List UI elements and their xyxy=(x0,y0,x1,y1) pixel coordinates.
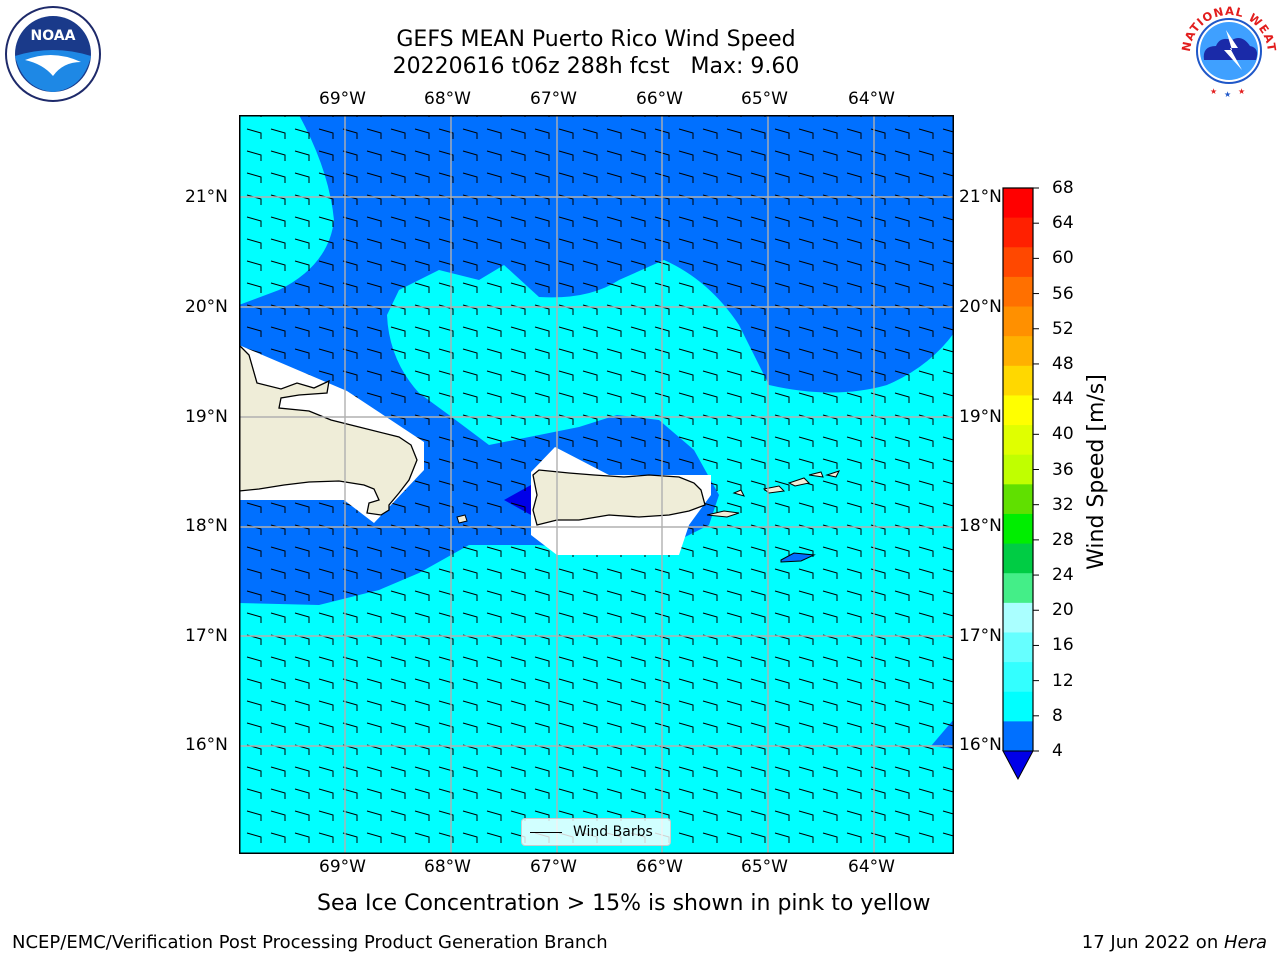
svg-text:★: ★ xyxy=(1224,90,1231,99)
wind-barbs-legend: Wind Barbs xyxy=(521,818,671,846)
noaa-logo: NOAA xyxy=(3,4,103,104)
map-title-line1: GEFS MEAN Puerto Rico Wind Speed xyxy=(396,27,796,52)
legend-line-icon xyxy=(530,832,562,833)
colorbar-tick-label: 60 xyxy=(1052,248,1074,269)
map-panel xyxy=(239,115,954,854)
colorbar-tick-label: 12 xyxy=(1052,670,1074,691)
colorbar-segment xyxy=(1003,365,1033,396)
islet-west xyxy=(456,514,468,524)
colorbar-tick-label: 44 xyxy=(1052,389,1074,410)
vieques-islet xyxy=(706,510,740,518)
footer-host: Hera xyxy=(1223,932,1267,953)
colorbar-tick-label: 32 xyxy=(1052,494,1074,515)
wind-speed-map xyxy=(239,115,954,854)
colorbar-tick-label: 64 xyxy=(1052,213,1074,234)
lon-label-top: 65°W xyxy=(741,89,788,109)
lon-label-bottom: 64°W xyxy=(848,857,895,877)
footer-right: 17 Jun 2022 on Hera xyxy=(1082,932,1267,954)
map-frame xyxy=(239,115,954,854)
colorbar-ticks: 68 64 60 56 52 48 44 40 36 32 28 24 20 16 12 8 4 xyxy=(1052,178,1092,770)
hispaniola-land xyxy=(239,344,418,516)
colorbar-segment xyxy=(1003,425,1033,456)
lon-label-top: 67°W xyxy=(530,89,577,109)
lon-label-bottom: 66°W xyxy=(636,857,683,877)
colorbar-segment xyxy=(1003,484,1033,515)
lon-label-bottom: 68°W xyxy=(424,857,471,877)
colorbar-tick-label: 4 xyxy=(1052,741,1063,761)
colorbar-segment xyxy=(1003,632,1033,663)
colorbar-tick-label: 56 xyxy=(1052,283,1074,304)
colorbar-tick-label: 48 xyxy=(1052,353,1074,374)
colorbar-tick-label: 28 xyxy=(1052,529,1074,550)
colorbar-segment xyxy=(1003,602,1033,633)
virgin-islands xyxy=(762,470,840,494)
lat-label-left: 17°N xyxy=(185,626,228,646)
lat-label-right: 19°N xyxy=(959,407,1002,427)
lon-label-bottom: 65°W xyxy=(741,857,788,877)
map-title-line2: 20220616 t06z 288h fcst Max: 9.60 xyxy=(392,54,800,79)
footer-date: 17 Jun 2022 on xyxy=(1081,932,1224,953)
colorbar xyxy=(1000,186,1040,786)
colorbar-segment xyxy=(1003,573,1033,604)
lat-label-left: 20°N xyxy=(185,297,228,317)
colorbar-tick-label: 68 xyxy=(1052,178,1074,198)
lat-label-left: 19°N xyxy=(185,407,228,427)
colorbar-tick-label: 16 xyxy=(1052,635,1074,656)
nws-logo: NATIONAL WEATHER SERVICE ★ ★ ★ xyxy=(1175,0,1278,100)
lat-label-right: 18°N xyxy=(959,516,1002,536)
colorbar-segment xyxy=(1003,395,1033,426)
colorbar-segment xyxy=(1003,276,1033,308)
sea-ice-note: Sea Ice Concentration > 15% is shown in … xyxy=(317,891,931,916)
lat-label-right: 17°N xyxy=(959,626,1002,646)
colorbar-tick-label: 20 xyxy=(1052,600,1074,621)
lat-label-left: 18°N xyxy=(185,516,228,536)
lat-label-left: 16°N xyxy=(185,735,228,755)
footer-left: NCEP/EMC/Verification Post Processing Pr… xyxy=(12,932,608,953)
colorbar-segment xyxy=(1003,543,1033,574)
legend-label: Wind Barbs xyxy=(573,824,653,840)
noaa-logo-text: NOAA xyxy=(31,28,76,44)
colorbar-extend-arrow xyxy=(1002,750,1034,781)
colorbar-segment xyxy=(1003,247,1033,278)
colorbar-tick-label: 52 xyxy=(1052,318,1074,339)
colorbar-tick-label: 8 xyxy=(1052,705,1063,726)
colorbar-segment xyxy=(1003,336,1033,367)
lon-label-bottom: 69°W xyxy=(319,857,366,877)
st-croix-islet xyxy=(780,552,816,563)
lon-label-top: 64°W xyxy=(848,89,895,109)
colorbar-tick-label: 36 xyxy=(1052,459,1074,480)
colorbar-graphic xyxy=(1002,187,1039,781)
colorbar-segment xyxy=(1003,691,1033,722)
colorbar-segment xyxy=(1003,662,1033,693)
graticule xyxy=(239,115,954,854)
svg-text:★: ★ xyxy=(1238,87,1245,96)
lon-label-top: 69°W xyxy=(319,89,366,109)
colorbar-segment xyxy=(1003,454,1033,485)
culebra-islet xyxy=(732,489,745,497)
lon-label-top: 66°W xyxy=(636,89,683,109)
lat-label-right: 21°N xyxy=(959,187,1002,207)
colorbar-segment xyxy=(1003,513,1033,545)
lat-label-right: 16°N xyxy=(959,735,1002,755)
lon-label-bottom: 67°W xyxy=(530,857,577,877)
colorbar-segment xyxy=(1003,217,1033,248)
colorbar-segment xyxy=(1003,188,1033,219)
svg-text:★: ★ xyxy=(1210,87,1217,96)
colorbar-label: Wind Speed [m/s] xyxy=(1084,374,1109,570)
lat-label-left: 21°N xyxy=(185,187,228,207)
colorbar-segment xyxy=(1003,306,1033,337)
colorbar-segment xyxy=(1003,721,1033,752)
lon-label-top: 68°W xyxy=(424,89,471,109)
colorbar-tick-label: 40 xyxy=(1052,424,1074,445)
lat-label-right: 20°N xyxy=(959,297,1002,317)
colorbar-tick-label: 24 xyxy=(1052,565,1074,586)
